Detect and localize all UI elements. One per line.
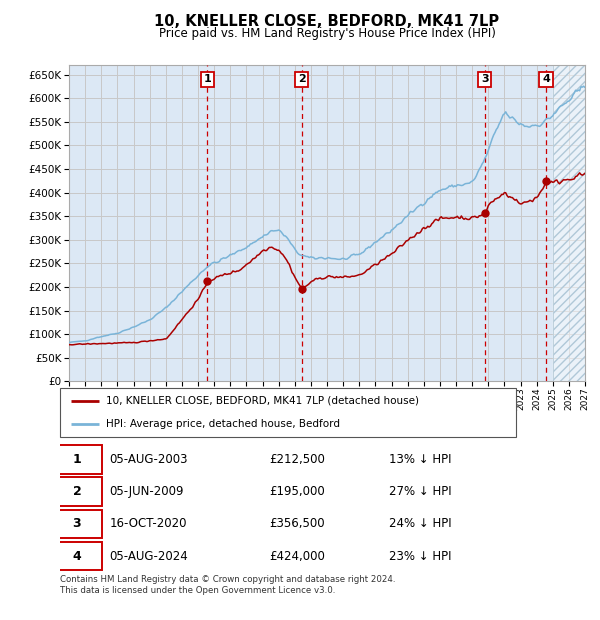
Text: 2: 2 — [73, 485, 82, 498]
Text: 27% ↓ HPI: 27% ↓ HPI — [389, 485, 451, 498]
Text: 23% ↓ HPI: 23% ↓ HPI — [389, 550, 451, 562]
Text: HPI: Average price, detached house, Bedford: HPI: Average price, detached house, Bedf… — [106, 418, 340, 428]
Text: 1: 1 — [203, 74, 211, 84]
Text: 05-JUN-2009: 05-JUN-2009 — [110, 485, 184, 498]
Text: 16-OCT-2020: 16-OCT-2020 — [110, 518, 187, 530]
Text: 13% ↓ HPI: 13% ↓ HPI — [389, 453, 451, 466]
Text: 3: 3 — [73, 518, 81, 530]
Bar — [553, 65, 585, 381]
Text: 05-AUG-2003: 05-AUG-2003 — [110, 453, 188, 466]
Text: 10, KNELLER CLOSE, BEDFORD, MK41 7LP: 10, KNELLER CLOSE, BEDFORD, MK41 7LP — [154, 14, 500, 29]
FancyBboxPatch shape — [52, 477, 102, 506]
Text: 24% ↓ HPI: 24% ↓ HPI — [389, 518, 451, 530]
FancyBboxPatch shape — [60, 388, 516, 437]
Text: 10, KNELLER CLOSE, BEDFORD, MK41 7LP (detached house): 10, KNELLER CLOSE, BEDFORD, MK41 7LP (de… — [106, 396, 419, 406]
Text: 05-AUG-2024: 05-AUG-2024 — [110, 550, 188, 562]
Text: 3: 3 — [481, 74, 488, 84]
Text: £195,000: £195,000 — [269, 485, 325, 498]
FancyBboxPatch shape — [52, 510, 102, 538]
Text: Price paid vs. HM Land Registry's House Price Index (HPI): Price paid vs. HM Land Registry's House … — [158, 27, 496, 40]
Text: £212,500: £212,500 — [269, 453, 325, 466]
Bar — [553, 65, 585, 381]
Text: 1: 1 — [73, 453, 82, 466]
Text: Contains HM Land Registry data © Crown copyright and database right 2024.
This d: Contains HM Land Registry data © Crown c… — [60, 575, 395, 595]
Text: £356,500: £356,500 — [269, 518, 325, 530]
FancyBboxPatch shape — [52, 542, 102, 570]
Text: 4: 4 — [542, 74, 550, 84]
Text: 4: 4 — [73, 550, 82, 562]
Text: 2: 2 — [298, 74, 305, 84]
FancyBboxPatch shape — [52, 445, 102, 474]
Text: £424,000: £424,000 — [269, 550, 325, 562]
